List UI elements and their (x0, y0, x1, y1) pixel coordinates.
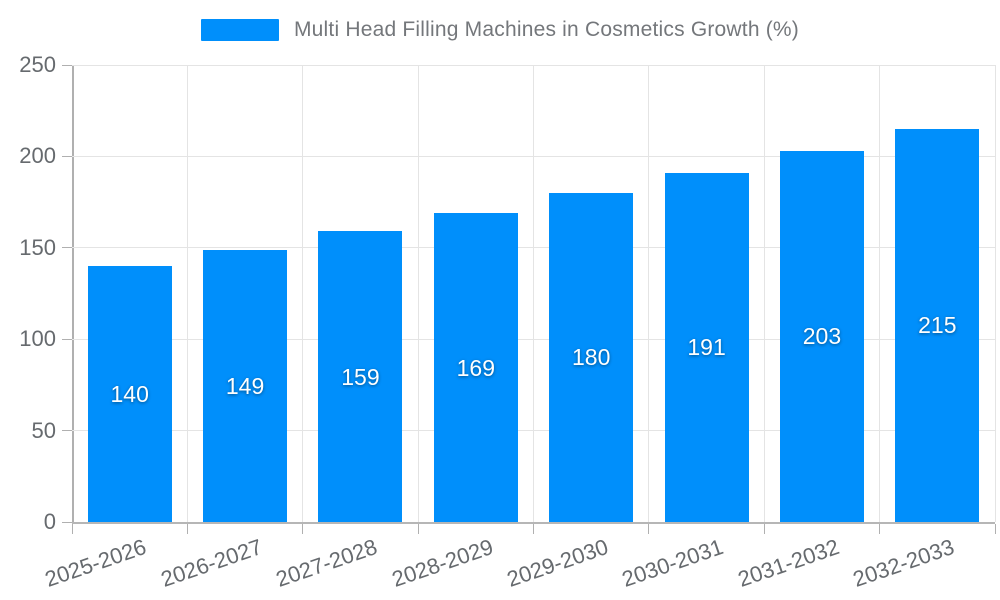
y-axis-label: 50 (31, 417, 56, 443)
x-gridline (186, 65, 188, 522)
bar-value-label: 180 (572, 344, 611, 371)
x-axis-tick (763, 524, 765, 534)
x-axis-tick (186, 524, 188, 534)
legend-label: Multi Head Filling Machines in Cosmetics… (293, 18, 799, 41)
y-axis-label: 100 (19, 326, 56, 352)
y-axis-tick (62, 430, 72, 432)
bar[interactable]: 191 (664, 172, 749, 522)
bar-value-label: 159 (341, 363, 380, 390)
x-gridline (879, 65, 881, 522)
x-axis-label: 2028-2029 (388, 534, 496, 592)
x-axis-label: 2027-2028 (272, 534, 381, 592)
bar[interactable]: 149 (203, 249, 288, 522)
x-axis-tick (994, 524, 996, 534)
bar[interactable]: 159 (318, 231, 403, 522)
y-axis-label: 150 (19, 234, 56, 260)
x-axis-label: 2031-2032 (734, 534, 843, 592)
bar[interactable]: 140 (87, 266, 172, 522)
legend-item[interactable]: Multi Head Filling Machines in Cosmetics… (0, 18, 1000, 42)
x-axis-label: 2030-2031 (619, 534, 727, 592)
bar-value-label: 203 (802, 323, 842, 350)
x-gridline (417, 65, 419, 522)
y-axis-tick (62, 155, 72, 157)
x-axis-tick (879, 524, 881, 534)
x-axis-tick (302, 524, 304, 534)
x-gridline (648, 65, 650, 522)
bar-value-label: 191 (687, 334, 726, 361)
bar-value-label: 140 (110, 381, 149, 408)
x-axis-line (72, 522, 995, 524)
y-axis-label: 200 (19, 143, 56, 169)
x-axis-label: 2032-2033 (849, 534, 958, 592)
y-axis-tick (62, 338, 72, 340)
bar-value-label: 215 (918, 312, 957, 339)
bar-value-label: 169 (456, 354, 495, 381)
x-axis-tick (533, 524, 534, 534)
y-axis-line (72, 65, 74, 522)
x-gridline (302, 65, 304, 522)
bar-value-label: 149 (225, 372, 265, 399)
x-axis-tick (648, 524, 650, 534)
bar[interactable]: 215 (895, 128, 980, 522)
x-gridline (533, 65, 534, 522)
x-axis-label: 2026-2027 (157, 534, 266, 592)
y-axis-label: 250 (19, 52, 56, 77)
y-axis-tick (62, 247, 72, 249)
x-axis-label: 2029-2030 (503, 534, 612, 592)
x-gridline (763, 65, 765, 522)
y-axis-tick (62, 521, 72, 523)
x-axis-tick (71, 524, 73, 534)
bar[interactable]: 180 (549, 192, 634, 522)
y-axis-label: 0 (43, 509, 56, 534)
bar[interactable]: 169 (433, 213, 518, 522)
y-axis-tick (62, 64, 72, 66)
bar[interactable]: 203 (779, 150, 864, 522)
x-axis-tick (417, 524, 419, 534)
x-axis-label: 2025-2026 (42, 534, 150, 592)
x-gridline (994, 65, 996, 522)
legend-swatch (200, 19, 279, 41)
